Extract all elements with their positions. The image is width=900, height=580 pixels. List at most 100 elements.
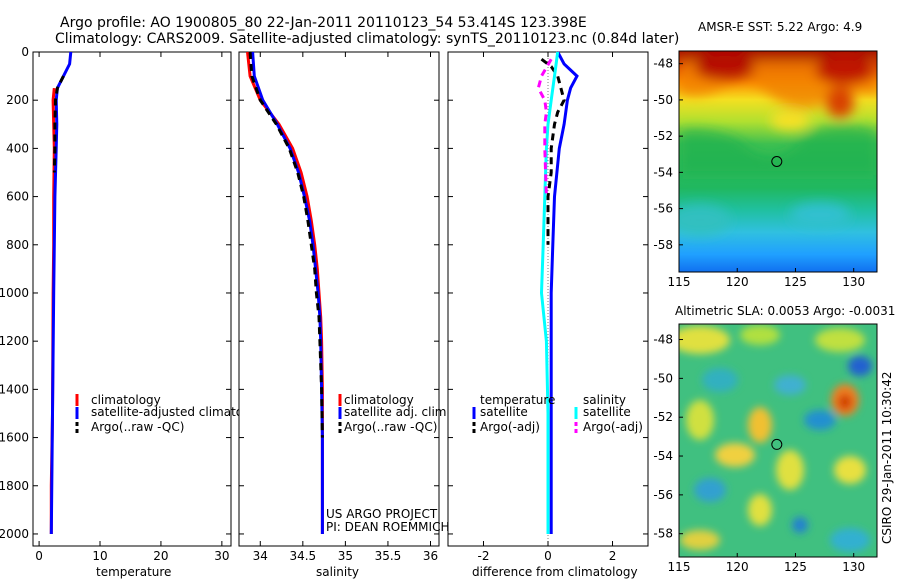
x-tick-label: 2	[609, 549, 617, 563]
legend-header-salinity: salinity	[583, 393, 626, 407]
y-tick-label: -48	[653, 333, 673, 347]
series-line-argo-raw-qc-	[248, 51, 324, 438]
y-tick-label: -52	[653, 129, 673, 143]
series-line-argo-raw-qc-	[52, 75, 65, 173]
x-tick-label: 10	[92, 549, 107, 563]
argo-location-marker	[771, 156, 783, 167]
series-line-salinity-argo-adj-	[536, 58, 553, 197]
x-tick-label: 36	[423, 549, 438, 563]
difference-ticks: -2 0 2	[448, 51, 648, 563]
legend-label-argo: Argo(..raw -QC)	[91, 420, 184, 434]
y-tick-label: -56	[653, 202, 673, 216]
sla-field-features	[679, 325, 872, 552]
x-tick-label: 20	[153, 549, 168, 563]
salinity-series	[246, 51, 324, 534]
y-tick-label: -56	[653, 488, 673, 502]
x-tick-label: 0	[35, 549, 43, 563]
legend-label-satellite: satellite-adjusted climatolog	[91, 405, 261, 419]
x-tick-label: 130	[842, 275, 865, 289]
sst-map-ticks: 115 120 125 130 -48 -50 -52 -54 -56 -58	[653, 57, 865, 289]
y-tick-label: 600	[6, 190, 29, 204]
difference-panel: -2 0 2 difference from climatology tempera…	[447, 51, 649, 579]
y-tick-label: 1400	[0, 382, 29, 396]
difference-xlabel: difference from climatology	[472, 565, 638, 579]
sla-map-panel: Altimetric SLA: 0.0053 Argo: -0.0031	[653, 304, 895, 574]
y-tick-label: 1200	[0, 334, 29, 348]
series-line-salinity-satellite	[539, 51, 560, 534]
temperature-ticks: 0 10 20 30 0 200 400 600 800 1000 1200 1400 1600 1800…	[0, 45, 231, 563]
x-tick-label: 120	[726, 560, 749, 574]
y-tick-label: -52	[653, 410, 673, 424]
salinity-xlabel: salinity	[316, 565, 359, 579]
sla-map-frame	[678, 323, 878, 558]
credit-line1: US ARGO PROJECT	[326, 507, 438, 521]
y-tick-label: -54	[653, 449, 673, 463]
x-tick-label: -2	[477, 549, 489, 563]
salinity-axes-box	[238, 51, 440, 547]
series-line-satellite-adjusted-climatology	[49, 51, 73, 535]
figure-title-line1: Argo profile: AO 1900805_80 22-Jan-2011 …	[60, 15, 587, 31]
y-tick-label: 1000	[0, 286, 29, 300]
y-tick-label: -54	[653, 165, 673, 179]
difference-legend: temperature salinity satellite Argo(-adj…	[472, 393, 643, 434]
temperature-axes-box	[32, 51, 232, 547]
x-tick-label: 115	[668, 560, 691, 574]
side-timestamp-label: CSIRO 29-Jan-2011 10:30:42	[880, 372, 894, 544]
sla-map-title: Altimetric SLA: 0.0053 Argo: -0.0031	[675, 304, 895, 318]
y-tick-label: 200	[6, 93, 29, 107]
y-tick-label: 2000	[0, 527, 29, 541]
sla-field	[679, 324, 877, 557]
y-tick-label: -58	[653, 527, 673, 541]
x-tick-label: 35.5	[375, 549, 402, 563]
x-tick-label: 120	[726, 275, 749, 289]
y-tick-label: 1600	[0, 431, 29, 445]
sst-map-panel: AMSR-E SST: 5.22 Argo: 4.9 115 120 125 130 -…	[653, 20, 878, 289]
y-tick-label: 1800	[0, 479, 29, 493]
sst-field	[679, 51, 877, 272]
credit-line2: PI: DEAN ROEMMICH	[326, 520, 449, 534]
y-tick-label: -58	[653, 238, 673, 252]
legend-label-satellite: satellite adj. clim.	[344, 405, 450, 419]
salinity-ticks: 34 34.5 35 35.5 36	[239, 51, 439, 563]
x-tick-label: 0	[544, 549, 552, 563]
temperature-series	[49, 51, 73, 535]
argo-location-marker	[771, 438, 783, 450]
y-tick-label: -50	[653, 93, 673, 107]
legend-header-temperature: temperature	[480, 393, 555, 407]
y-tick-label: -50	[653, 371, 673, 385]
difference-series	[536, 51, 579, 546]
y-tick-label: 400	[6, 141, 29, 155]
sst-field-features	[679, 51, 877, 235]
legend-label-climatology: climatology	[344, 393, 414, 407]
x-tick-label: 115	[668, 275, 691, 289]
x-tick-label: 125	[784, 275, 807, 289]
series-line-temperature-argo-adj-	[540, 58, 566, 245]
legend-label-sal-argo: Argo(-adj)	[583, 420, 643, 434]
sla-map-ticks: 115 120 125 130 -48 -50 -52 -54 -56 -58	[653, 333, 865, 574]
salinity-panel: 34 34.5 35 35.5 36 salinity climatology sate…	[238, 51, 450, 579]
legend-label-sal-satellite: satellite	[583, 405, 631, 419]
legend-label-argo: Argo(..raw -QC)	[344, 420, 437, 434]
sst-map-frame	[678, 50, 878, 273]
temperature-panel: 0 10 20 30 0 200 400 600 800 1000 1200 1400 1600 1800…	[0, 45, 261, 579]
x-tick-label: 30	[214, 549, 229, 563]
x-tick-label: 34	[253, 549, 268, 563]
temperature-xlabel: temperature	[96, 565, 171, 579]
legend-label-temp-satellite: satellite	[480, 405, 528, 419]
x-tick-label: 34.5	[289, 549, 316, 563]
x-tick-label: 130	[842, 560, 865, 574]
y-tick-label: 800	[6, 238, 29, 252]
temperature-legend: climatology satellite-adjusted climatolo…	[75, 393, 261, 434]
sst-map-title: AMSR-E SST: 5.22 Argo: 4.9	[698, 20, 862, 34]
x-tick-label: 125	[784, 560, 807, 574]
salinity-legend: climatology satellite adj. clim. Argo(..…	[338, 393, 450, 434]
x-tick-label: 35	[338, 549, 353, 563]
y-tick-label: -48	[653, 57, 673, 71]
series-line-temperature-satellite	[549, 51, 579, 534]
sla-base	[679, 324, 877, 557]
y-tick-label: 0	[21, 45, 29, 59]
legend-label-climatology: climatology	[91, 393, 161, 407]
figure-title-line2: Climatology: CARS2009. Satellite-adjuste…	[55, 31, 679, 47]
legend-label-temp-argo: Argo(-adj)	[480, 420, 540, 434]
